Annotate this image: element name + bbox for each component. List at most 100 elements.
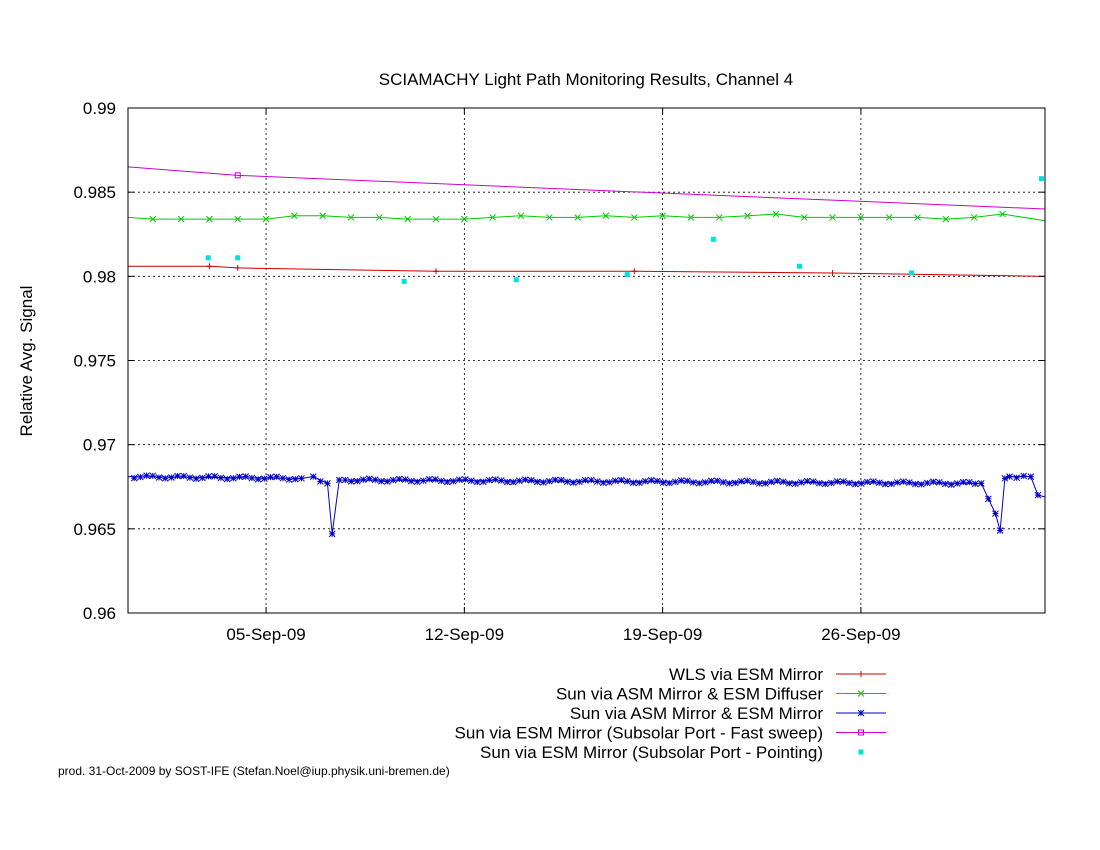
data-point (267, 473, 274, 481)
y-tick-label: 0.96 (83, 604, 116, 623)
data-point (984, 495, 992, 503)
data-point (489, 214, 497, 221)
legend-label: Sun via ESM Mirror (Subsolar Port - Fast… (455, 724, 823, 743)
data-point (254, 475, 262, 483)
data-point (569, 479, 577, 486)
data-point (791, 480, 799, 488)
data-point (599, 479, 607, 487)
legend-label: WLS via ESM Mirror (669, 665, 823, 684)
data-point (611, 477, 619, 485)
data-point (521, 476, 529, 483)
data-point (713, 477, 721, 485)
data-point (695, 479, 703, 487)
data-point (192, 475, 200, 483)
data-point (605, 478, 613, 486)
data-point (869, 478, 877, 485)
data-point (815, 479, 823, 487)
data-point (198, 474, 206, 482)
data-point (353, 477, 361, 485)
legend-marker (858, 671, 864, 677)
data-point (887, 480, 895, 488)
footer-credit: prod. 31-Oct-2009 by SOST-IFE (Stefan.No… (58, 764, 450, 778)
data-point (671, 478, 679, 486)
legend-marker (857, 690, 865, 697)
data-point (234, 215, 242, 223)
data-point (821, 480, 829, 488)
data-point (467, 477, 475, 485)
data-point (206, 263, 213, 270)
data-point (205, 473, 212, 480)
data-point (999, 210, 1006, 218)
data-point (248, 474, 256, 482)
data-point (161, 475, 169, 482)
data-point (602, 212, 610, 220)
legend-marker (858, 729, 864, 736)
data-point (376, 214, 383, 221)
data-point (929, 478, 937, 486)
data-point (631, 268, 638, 275)
legend-label: Sun via ESM Mirror (Subsolar Port - Poin… (480, 743, 823, 762)
data-point (710, 236, 716, 242)
data-point (285, 476, 293, 483)
data-point (731, 479, 739, 487)
legend-entry: Sun via ESM Mirror (Subsolar Port - Fast… (455, 724, 886, 743)
data-point (401, 476, 409, 483)
series-4 (127, 166, 1046, 210)
data-point (557, 476, 565, 484)
data-point (545, 214, 553, 221)
data-point (149, 215, 157, 223)
data-point (437, 477, 445, 485)
data-point (857, 480, 865, 487)
x-tick-label: 12-Sep-09 (425, 625, 504, 644)
data-point (425, 475, 433, 483)
legend-label: Sun via ASM Mirror & ESM Diffuser (556, 685, 823, 704)
data-point (432, 215, 440, 223)
axis-ticks: 0.96 0.965 0.97 0.975 0.98 0.985 0.99 05-Sep-09… (73, 99, 1045, 644)
data-point (419, 477, 427, 485)
data-point (473, 478, 481, 486)
legend-marker (858, 749, 864, 755)
data-point (623, 477, 631, 485)
data-point (659, 479, 667, 486)
data-point (401, 278, 407, 284)
series-1 (128, 263, 1046, 277)
data-point (539, 479, 547, 486)
data-point (707, 477, 715, 485)
data-point (653, 477, 661, 485)
data-point (205, 255, 211, 261)
data-point (851, 480, 859, 488)
data-point (143, 472, 150, 479)
series-line (128, 265, 1046, 277)
data-point (517, 212, 525, 220)
data-point (725, 480, 733, 487)
data-point (914, 214, 921, 221)
series-3 (127, 472, 1046, 538)
data-point (347, 477, 355, 485)
data-point (839, 478, 847, 485)
data-point (845, 479, 853, 487)
data-point (659, 212, 666, 220)
data-point (923, 479, 931, 487)
data-point (449, 477, 457, 485)
data-point (689, 479, 697, 486)
data-point (992, 510, 999, 518)
data-point (503, 478, 511, 486)
data-point (809, 478, 817, 485)
data-point (881, 480, 889, 488)
y-tick-label: 0.965 (73, 520, 116, 539)
data-point (665, 479, 673, 487)
data-point (574, 214, 582, 221)
data-point (413, 478, 421, 486)
data-point (1001, 474, 1009, 482)
data-point (1038, 176, 1044, 182)
data-point (749, 478, 757, 486)
legend-label: Sun via ASM Mirror & ESM Mirror (570, 704, 823, 723)
data-point (404, 215, 412, 223)
data-point (575, 478, 583, 486)
data-point (563, 478, 571, 486)
series-layer (127, 166, 1046, 538)
data-point (279, 474, 287, 482)
data-point (744, 212, 751, 220)
